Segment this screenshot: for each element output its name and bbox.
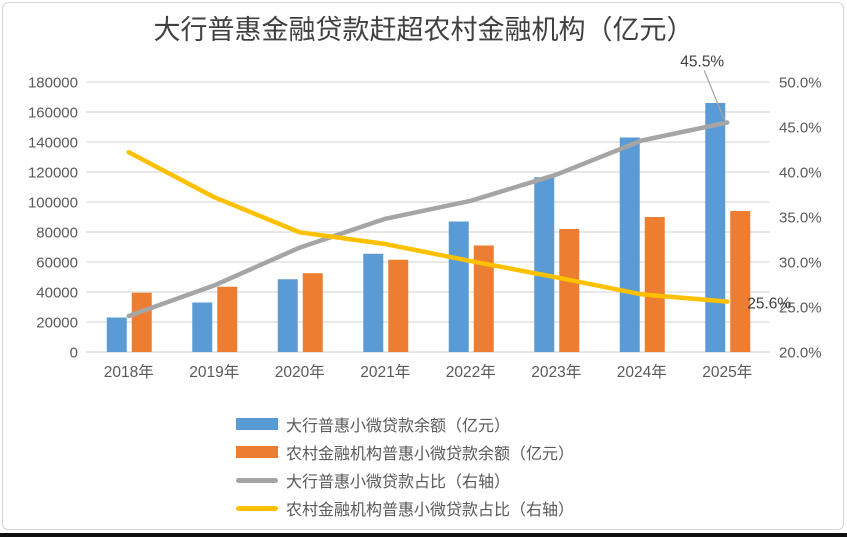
bar-orange-2020年 [302,273,323,352]
chart-legend: 大行普惠小微贷款余额（亿元） 农村金融机构普惠小微贷款余额（亿元） 大行普惠小微贷款… [236,410,574,522]
legend-label: 大行普惠小微贷款占比（右轴） [286,474,511,491]
legend-item-0: 大行普惠小微贷款余额（亿元） [236,410,574,438]
y-axis-right-tick-label: 25.0% [779,300,822,317]
y-axis-left-tick-label: 80000 [36,225,78,242]
bar-blue-2021年 [363,253,384,352]
chart-plot-area: 0 20000 40000 60000 80000 100000 120000 140000 1… [28,54,822,382]
y-axis-left-tick-label: 60000 [36,255,78,272]
data-label-45.5%: 45.5% [680,54,724,71]
legend-swatch-bar-icon [236,446,278,458]
legend-label: 农村金融机构普惠小微贷款占比（右轴） [286,502,575,519]
x-axis-tick-label: 2020年 [275,363,325,381]
trend-line-yellow [126,149,730,304]
bar-orange-2025年 [730,211,751,352]
x-axis-tick-label: 2021年 [360,363,410,381]
bar-orange-2024年 [644,217,665,352]
y-axis-left-tick-label: 160000 [28,105,78,122]
y-axis-right-tick-label: 35.0% [779,210,822,227]
y-axis-left-tick-label: 100000 [28,195,78,212]
legend-swatch-bar-icon [236,418,278,430]
x-axis-tick-label: 2019年 [189,363,239,381]
y-axis-left-tick-label: 0 [70,345,78,362]
bar-orange-2018年 [131,292,152,352]
y-axis-left-tick-label: 20000 [36,315,78,332]
bar-orange-2022年 [473,245,494,352]
x-axis-tick-label: 2024年 [617,363,667,381]
legend-label: 大行普惠小微贷款余额（亿元） [286,418,511,435]
x-axis-tick-label: 2018年 [104,363,154,381]
bar-blue-2019年 [192,302,213,352]
y-axis-right-tick-label: 30.0% [779,255,822,272]
chart-title: 大行普惠金融贷款赶超农村金融机构（亿元） [153,15,694,45]
y-axis-left-tick-label: 40000 [36,285,78,302]
legend-swatch-line-icon [236,477,278,483]
legend-label: 农村金融机构普惠小微贷款余额（亿元） [286,446,575,463]
bar-blue-2022年 [448,221,469,352]
y-axis-right-tick-label: 20.0% [779,345,822,362]
y-axis-right-tick-label: 40.0% [779,165,822,182]
legend-item-2: 大行普惠小微贷款占比（右轴） [236,466,574,494]
y-axis-left-tick-label: 180000 [28,75,78,92]
x-axis-tick-label: 2022年 [446,363,496,381]
data-label-25.6%: 25.6% [747,296,791,313]
bar-blue-2023年 [534,177,555,352]
annotation-leader-line [703,70,725,120]
legend-swatch-line-icon [236,505,278,511]
legend-item-1: 农村金融机构普惠小微贷款余额（亿元） [236,438,574,466]
trend-line-gray [126,120,730,319]
y-axis-left-tick-label: 140000 [28,135,78,152]
x-axis-tick-label: 2023年 [531,363,581,381]
bar-blue-2018年 [106,317,127,352]
legend-item-3: 农村金融机构普惠小微贷款占比（右轴） [236,494,574,522]
y-axis-right-tick-label: 45.0% [779,120,822,137]
bar-blue-2020年 [277,279,298,352]
y-axis-left-tick-label: 120000 [28,165,78,182]
bar-orange-2021年 [388,259,409,352]
bar-blue-2025年 [705,103,726,352]
bottom-border-line [0,533,847,537]
bar-orange-2023年 [559,229,580,352]
x-axis-tick-label: 2025年 [702,363,752,381]
y-axis-right-tick-label: 50.0% [779,75,822,92]
bar-orange-2019年 [217,286,238,352]
bar-blue-2024年 [619,137,640,352]
